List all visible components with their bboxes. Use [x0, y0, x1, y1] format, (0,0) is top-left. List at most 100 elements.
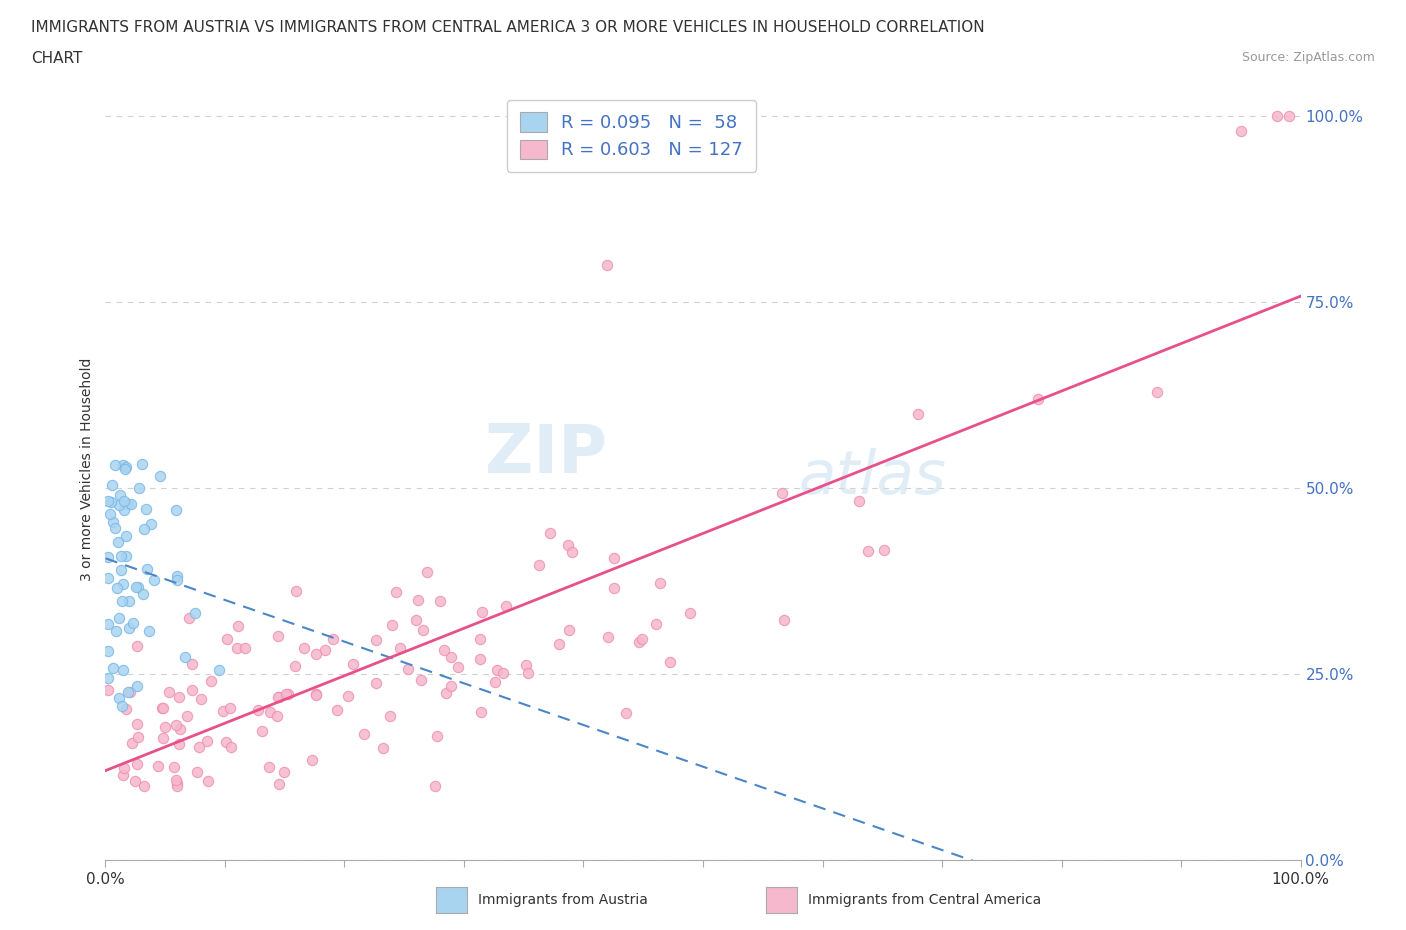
- Point: [353, 726, 375, 741]
- Point: [292, 641, 315, 656]
- Point: [267, 689, 290, 704]
- Point: [166, 776, 188, 790]
- Point: [195, 733, 218, 748]
- Point: [284, 583, 307, 598]
- Point: [166, 573, 188, 588]
- Point: [219, 739, 242, 754]
- Point: [112, 502, 135, 517]
- Point: [385, 585, 408, 600]
- Point: [97, 683, 120, 698]
- Point: [118, 684, 141, 699]
- Point: [215, 631, 238, 646]
- Point: [127, 679, 149, 694]
- Point: [631, 631, 654, 646]
- Point: [114, 528, 136, 543]
- Point: [284, 658, 307, 673]
- Point: [165, 773, 187, 788]
- Point: [527, 557, 550, 572]
- Point: [1277, 109, 1299, 124]
- Point: [112, 761, 135, 776]
- Point: [174, 649, 197, 664]
- Text: IMMIGRANTS FROM AUSTRIA VS IMMIGRANTS FROM CENTRAL AMERICA 3 OR MORE VEHICLES IN: IMMIGRANTS FROM AUSTRIA VS IMMIGRANTS FR…: [31, 20, 984, 35]
- Point: [212, 704, 235, 719]
- Point: [118, 593, 141, 608]
- Point: [112, 662, 135, 677]
- Point: [547, 637, 569, 652]
- Point: [322, 631, 344, 646]
- Y-axis label: 3 or more Vehicles in Household: 3 or more Vehicles in Household: [80, 358, 94, 581]
- Point: [111, 698, 134, 713]
- Point: [396, 662, 419, 677]
- Point: [770, 485, 793, 500]
- Point: [273, 765, 295, 780]
- Point: [1265, 109, 1288, 124]
- Point: [364, 676, 387, 691]
- Point: [658, 655, 681, 670]
- Point: [848, 493, 870, 508]
- Point: [468, 631, 491, 646]
- Point: [314, 643, 336, 658]
- Point: [97, 571, 120, 586]
- Point: [120, 496, 142, 511]
- Point: [557, 538, 579, 552]
- Point: [371, 740, 394, 755]
- Point: [184, 605, 207, 620]
- Point: [679, 605, 702, 620]
- Point: [112, 577, 135, 591]
- Point: [645, 617, 668, 631]
- Legend: R = 0.095   N =  58, R = 0.603   N = 127: R = 0.095 N = 58, R = 0.603 N = 127: [508, 100, 755, 172]
- Point: [429, 593, 451, 608]
- Point: [110, 549, 132, 564]
- Point: [907, 406, 929, 421]
- Point: [117, 497, 139, 512]
- Point: [149, 469, 172, 484]
- Point: [558, 622, 581, 637]
- Point: [446, 659, 468, 674]
- Point: [157, 684, 180, 699]
- Point: [97, 671, 120, 685]
- Point: [538, 525, 561, 540]
- Point: [128, 481, 150, 496]
- Point: [111, 593, 134, 608]
- Point: [98, 507, 121, 522]
- Point: [127, 730, 149, 745]
- Point: [495, 599, 517, 614]
- Point: [603, 551, 626, 565]
- Point: [412, 622, 434, 637]
- Point: [433, 643, 456, 658]
- Point: [100, 495, 122, 510]
- Point: [411, 672, 433, 687]
- Point: [97, 550, 120, 565]
- Point: [266, 629, 288, 644]
- Point: [103, 660, 125, 675]
- Point: [336, 688, 359, 703]
- Text: ZIP: ZIP: [485, 421, 607, 487]
- Point: [208, 662, 231, 677]
- Point: [122, 615, 145, 630]
- Point: [187, 739, 209, 754]
- Point: [1229, 124, 1251, 139]
- Point: [153, 720, 176, 735]
- Point: [127, 717, 149, 732]
- Point: [250, 724, 273, 738]
- Point: [169, 722, 191, 737]
- Point: [108, 487, 131, 502]
- Point: [101, 514, 124, 529]
- Point: [132, 586, 155, 601]
- Point: [269, 689, 291, 704]
- Point: [135, 501, 157, 516]
- Point: [124, 774, 146, 789]
- Point: [181, 658, 204, 672]
- Point: [121, 736, 143, 751]
- Point: [166, 778, 188, 793]
- Point: [150, 701, 173, 716]
- Point: [127, 638, 149, 653]
- Point: [406, 592, 429, 607]
- Point: [132, 522, 155, 537]
- Point: [176, 709, 198, 724]
- Point: [190, 691, 212, 706]
- Point: [426, 728, 449, 743]
- Point: [117, 684, 139, 699]
- Point: [305, 646, 328, 661]
- Point: [139, 517, 162, 532]
